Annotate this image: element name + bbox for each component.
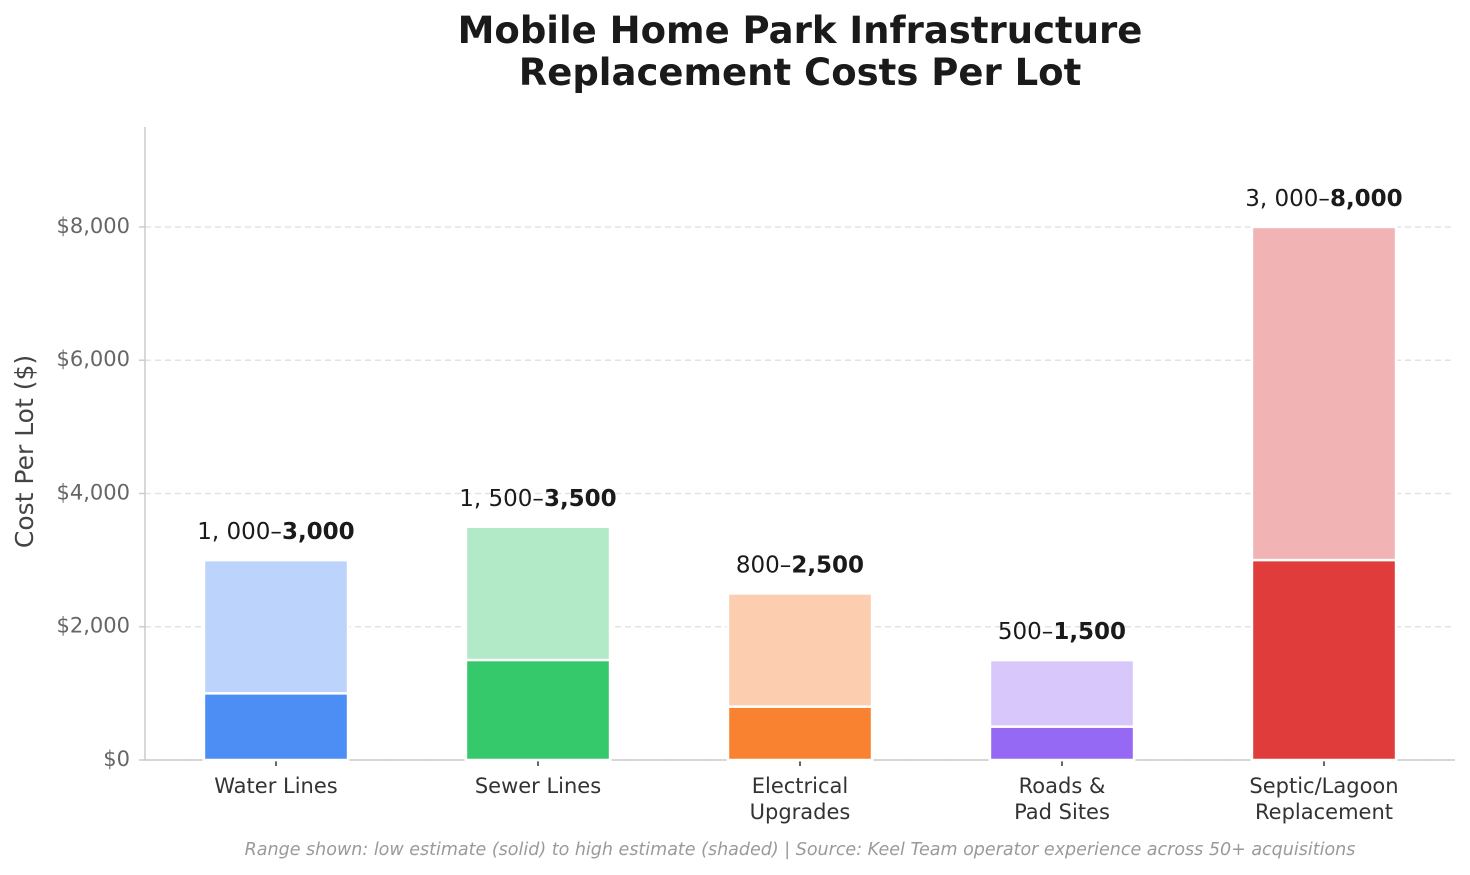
x-tick-label: Water Lines	[214, 774, 338, 798]
y-tick-label: $0	[103, 747, 130, 771]
value-label-low: 1, 500–	[459, 485, 544, 511]
value-label-high: 3,000	[282, 519, 355, 545]
value-label-low: 500–	[998, 619, 1053, 645]
value-label: 1, 000–3,000	[197, 519, 354, 545]
footnote: Range shown: low estimate (solid) to hig…	[244, 840, 1356, 860]
bar-low	[726, 705, 874, 762]
y-tick-label: $4,000	[57, 480, 130, 504]
y-axis-label: Cost Per Lot ($)	[10, 355, 39, 548]
value-label-high: 3,500	[544, 485, 617, 511]
bar-low	[202, 692, 350, 762]
bar-low	[464, 658, 612, 762]
bar-low	[988, 725, 1136, 762]
y-tick-label: $8,000	[57, 214, 130, 238]
value-label: 800–2,500	[736, 552, 864, 578]
x-tick-label: Electrical Upgrades	[749, 774, 851, 824]
value-label-high: 1,500	[1053, 619, 1126, 645]
value-label: 3, 000–8,000	[1245, 185, 1402, 211]
x-tick-label: Sewer Lines	[474, 774, 602, 798]
y-tick-label: $6,000	[57, 347, 130, 371]
value-label-high: 8,000	[1330, 185, 1403, 211]
value-label: 500–1,500	[998, 619, 1126, 645]
chart-title: Mobile Home Park Infrastructure Replacem…	[457, 9, 1143, 94]
value-label-low: 3, 000–	[1245, 185, 1330, 211]
x-tick-label: Septic/Lagoon Replacement	[1249, 774, 1399, 824]
bar-low	[1250, 558, 1398, 762]
value-label-high: 2,500	[791, 552, 864, 578]
y-tick-label: $2,000	[57, 614, 130, 638]
value-label-low: 800–	[736, 552, 791, 578]
value-label-low: 1, 000–	[197, 519, 282, 545]
value-label: 1, 500–3,500	[459, 485, 616, 511]
x-tick-label: Roads & Pad Sites	[1014, 774, 1110, 824]
